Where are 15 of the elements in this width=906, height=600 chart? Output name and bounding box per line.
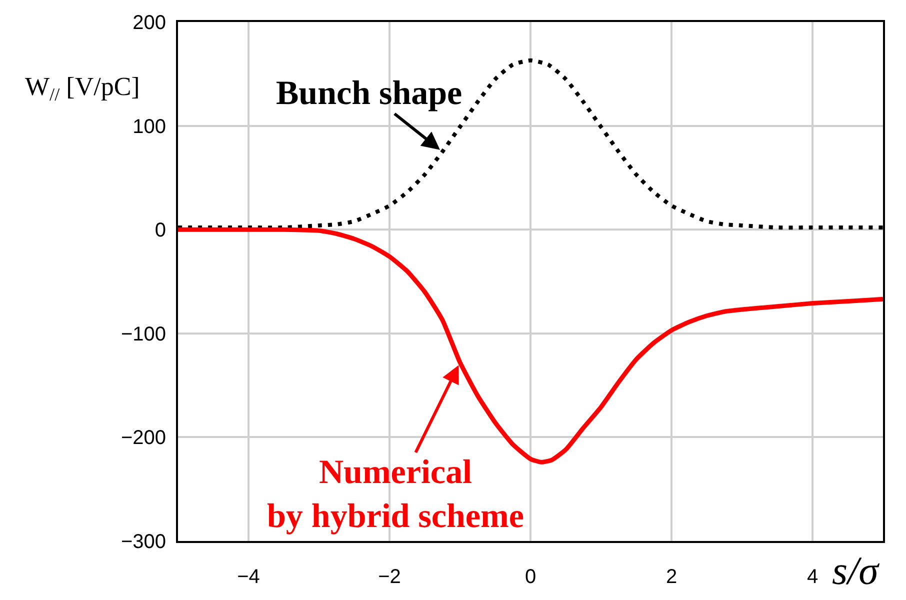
x-tick-label: −4 (237, 566, 260, 588)
x-tick-label: 0 (524, 566, 536, 588)
y-tick-label: 100 (132, 116, 166, 138)
x-axis-title: s/σ (832, 548, 880, 593)
y-axis-title: W$_{//}$ [V/pC] (25, 72, 140, 104)
x-tick-label: −2 (378, 566, 401, 588)
x-tick-label: 4 (806, 566, 818, 588)
y-tick-label: 200 (132, 12, 166, 34)
y-tick-label: −300 (120, 531, 166, 553)
y-tick-label: 0 (154, 220, 166, 242)
y-tick-label: −200 (120, 427, 166, 450)
y-tick-label: −100 (120, 323, 166, 346)
annotation: Numerical by hybrid scheme (267, 454, 524, 536)
x-tick-label: 2 (666, 566, 678, 588)
annotation: Bunch shape (276, 75, 462, 112)
